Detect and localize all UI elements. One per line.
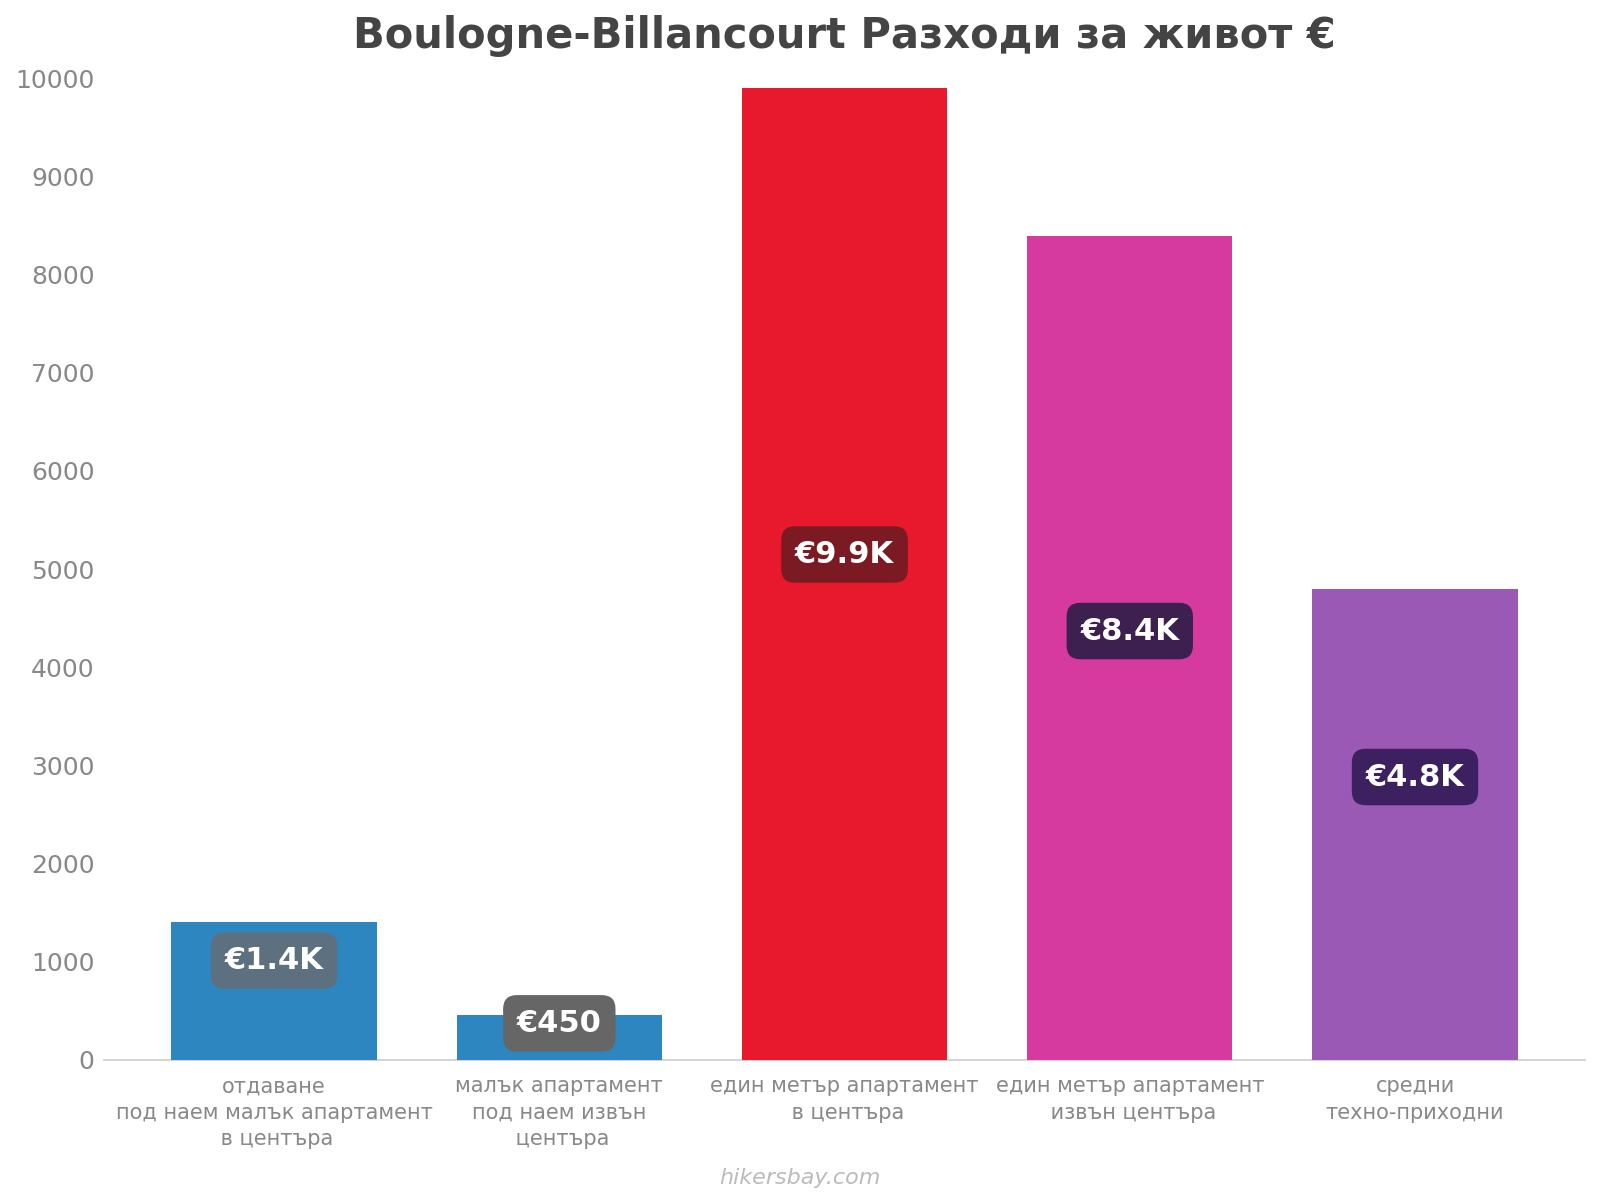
Text: €4.8K: €4.8K [1365,762,1464,792]
Title: Boulogne-Billancourt Разходи за живот €: Boulogne-Billancourt Разходи за живот € [354,14,1336,56]
Text: hikersbay.com: hikersbay.com [720,1168,880,1188]
Bar [742,89,947,1060]
Bar [1312,589,1518,1060]
Text: €8.4K: €8.4K [1080,617,1179,646]
Bar [456,1015,662,1060]
Bar [1027,235,1232,1060]
Text: €1.4K: €1.4K [224,946,323,976]
Bar [171,922,376,1060]
Text: €9.9K: €9.9K [795,540,894,569]
Text: €450: €450 [517,1009,602,1038]
